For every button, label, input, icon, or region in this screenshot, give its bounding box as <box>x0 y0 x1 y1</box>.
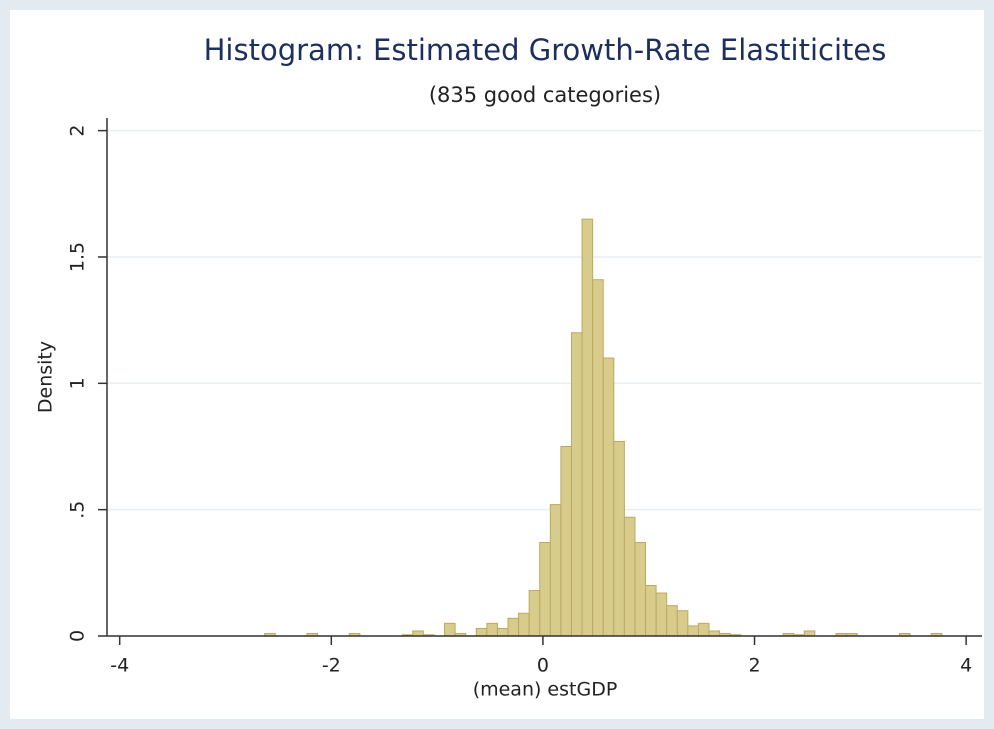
x-tick-label: 2 <box>748 655 760 677</box>
bar <box>613 440 625 637</box>
bar <box>528 590 541 637</box>
x-tick-label: 0 <box>537 655 549 677</box>
bar <box>708 630 721 637</box>
bar <box>666 605 678 637</box>
chart-title: Histogram: Estimated Growth-Rate Elastit… <box>204 33 887 67</box>
bar <box>549 504 562 637</box>
bar <box>697 622 710 637</box>
bar <box>581 218 594 637</box>
chart-subtitle: (835 good categories) <box>429 83 661 107</box>
bar <box>539 542 551 637</box>
bar <box>412 630 424 637</box>
x-tick-label: 4 <box>960 655 972 677</box>
x-tick-label: -4 <box>110 655 129 677</box>
bar <box>496 627 509 637</box>
bar <box>634 542 647 637</box>
bar <box>687 625 699 637</box>
bar <box>676 610 689 637</box>
y-tick-label: 2 <box>67 125 89 137</box>
y-axis-label: Density <box>35 341 57 413</box>
bar <box>486 622 498 637</box>
y-tick-label: 1.5 <box>67 242 89 272</box>
bar <box>475 627 488 637</box>
bar <box>560 445 572 637</box>
graph-region <box>10 10 984 719</box>
bar <box>444 622 456 637</box>
bar <box>507 617 520 637</box>
bar <box>623 516 636 637</box>
bar <box>645 584 657 637</box>
x-axis-label: (mean) estGDP <box>473 679 618 701</box>
bar <box>655 592 668 637</box>
x-tick-label: -2 <box>322 655 341 677</box>
bar <box>570 332 583 637</box>
bar <box>592 279 604 637</box>
y-tick-label: .5 <box>67 501 89 519</box>
y-tick-label: 0 <box>67 630 89 642</box>
bar <box>803 630 816 637</box>
y-tick-label: 1 <box>67 377 89 389</box>
bar <box>518 612 530 637</box>
bar <box>602 357 615 637</box>
